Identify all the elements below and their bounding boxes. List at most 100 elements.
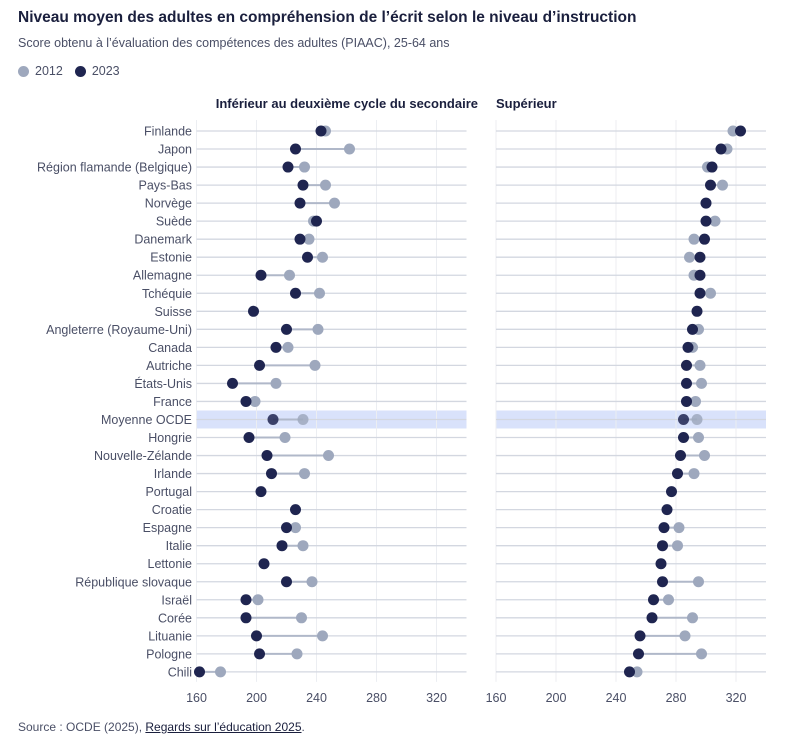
dot-2023 bbox=[666, 486, 677, 498]
category-label: Allemagne bbox=[133, 269, 192, 283]
category-label: Finlande bbox=[144, 125, 192, 139]
dot-2023 bbox=[255, 269, 267, 281]
dot-2012 bbox=[320, 179, 331, 191]
legend-swatch-2012 bbox=[18, 65, 29, 77]
dot-2023 bbox=[240, 395, 252, 407]
dot-2012 bbox=[663, 594, 674, 606]
dot-2023 bbox=[254, 359, 265, 371]
dot-2012 bbox=[717, 179, 728, 191]
category-label: Israël bbox=[161, 593, 192, 607]
dot-2012 bbox=[303, 233, 315, 245]
chart-title: Niveau moyen des adultes en compréhensio… bbox=[18, 9, 637, 26]
dot-2023 bbox=[735, 125, 746, 137]
tick-label: 240 bbox=[606, 691, 627, 705]
dot-2012 bbox=[688, 233, 700, 245]
chart-subtitle: Score obtenu à l’évaluation des compéten… bbox=[18, 36, 450, 50]
dot-2012 bbox=[296, 612, 307, 624]
tick-label: 160 bbox=[186, 691, 207, 705]
category-label: Nouvelle-Zélande bbox=[94, 449, 192, 463]
dot-2023 bbox=[700, 197, 712, 209]
legend-label-2012[interactable]: 2012 bbox=[35, 64, 63, 78]
category-label: Portugal bbox=[145, 485, 192, 499]
category-label: États-Unis bbox=[134, 376, 192, 391]
dot-2023 bbox=[706, 161, 718, 173]
category-label: Angleterre (Royaume-Uni) bbox=[46, 323, 192, 337]
category-label: Espagne bbox=[143, 521, 192, 535]
dot-2023 bbox=[294, 197, 306, 209]
dot-2012 bbox=[215, 666, 226, 678]
dot-2023 bbox=[691, 305, 703, 317]
dot-2012 bbox=[290, 522, 301, 534]
source-prefix: Source : OCDE (2025), bbox=[18, 720, 146, 734]
panel-title: Supérieur bbox=[496, 96, 557, 111]
panel-title: Inférieur au deuxième cycle du secondair… bbox=[216, 96, 478, 111]
dot-2012 bbox=[299, 468, 310, 480]
dot-2023 bbox=[297, 179, 309, 191]
dot-2023 bbox=[655, 558, 667, 570]
category-label: Pays-Bas bbox=[139, 179, 193, 193]
source-link[interactable]: Regards sur l’éducation 2025 bbox=[145, 720, 302, 734]
dot-2012 bbox=[270, 377, 282, 389]
dot-2023 bbox=[634, 630, 646, 642]
dot-2012 bbox=[323, 450, 334, 462]
dot-2012 bbox=[282, 341, 294, 353]
dot-2012 bbox=[709, 215, 721, 227]
dot-2012 bbox=[684, 251, 695, 263]
dot-2012 bbox=[299, 161, 310, 173]
dot-2023 bbox=[258, 558, 270, 570]
dot-2012 bbox=[297, 540, 309, 552]
dot-2023 bbox=[270, 341, 282, 353]
dot-2012 bbox=[691, 413, 703, 425]
category-label: France bbox=[153, 395, 192, 409]
category-label: Norvège bbox=[145, 197, 192, 211]
dot-2023 bbox=[705, 179, 716, 191]
category-label: Estonie bbox=[150, 251, 192, 265]
dot-2012 bbox=[249, 395, 261, 407]
dot-2012 bbox=[291, 648, 303, 660]
dot-2023 bbox=[281, 522, 292, 534]
category-label: Suisse bbox=[154, 305, 192, 319]
dot-2012 bbox=[306, 576, 318, 588]
dot-2023 bbox=[657, 576, 668, 588]
dot-2012 bbox=[344, 143, 355, 155]
dot-2023 bbox=[681, 359, 692, 371]
dot-2023 bbox=[681, 377, 692, 389]
source-note: Source : OCDE (2025), Regards sur l’éduc… bbox=[18, 720, 305, 734]
dot-2023 bbox=[227, 377, 238, 389]
source-suffix: . bbox=[301, 720, 305, 734]
dot-2023 bbox=[646, 612, 658, 624]
dot-2023 bbox=[699, 233, 710, 245]
category-label: Japon bbox=[158, 143, 192, 157]
category-label: Canada bbox=[148, 341, 192, 355]
dot-2023 bbox=[255, 486, 267, 498]
dot-2012 bbox=[279, 432, 291, 444]
category-label: Suède bbox=[156, 215, 192, 229]
dot-2012 bbox=[314, 287, 325, 299]
dot-2023 bbox=[290, 504, 301, 516]
dot-2012 bbox=[694, 359, 706, 371]
dot-2023 bbox=[694, 287, 706, 299]
dot-2012 bbox=[252, 594, 264, 606]
tick-label: 280 bbox=[666, 691, 687, 705]
tick-label: 200 bbox=[546, 691, 567, 705]
dot-2012 bbox=[284, 269, 295, 281]
legend-label-2023[interactable]: 2023 bbox=[91, 64, 120, 78]
dot-2023 bbox=[678, 432, 689, 444]
category-label: Danemark bbox=[134, 233, 192, 247]
category-label: Autriche bbox=[146, 359, 192, 373]
dot-2023 bbox=[657, 540, 668, 552]
dot-2012 bbox=[312, 323, 324, 335]
category-label: Irlande bbox=[154, 467, 192, 481]
dot-2023 bbox=[281, 576, 292, 588]
dot-2023 bbox=[672, 468, 683, 480]
dot-2023 bbox=[661, 504, 673, 516]
dot-2012 bbox=[687, 612, 698, 624]
dot-2023 bbox=[302, 251, 313, 263]
dot-2023 bbox=[294, 233, 306, 245]
dot-2023 bbox=[658, 522, 670, 534]
dot-2023 bbox=[648, 594, 659, 606]
category-label: Chili bbox=[168, 665, 192, 679]
category-label: Pologne bbox=[146, 647, 192, 661]
category-label: République slovaque bbox=[75, 575, 192, 589]
